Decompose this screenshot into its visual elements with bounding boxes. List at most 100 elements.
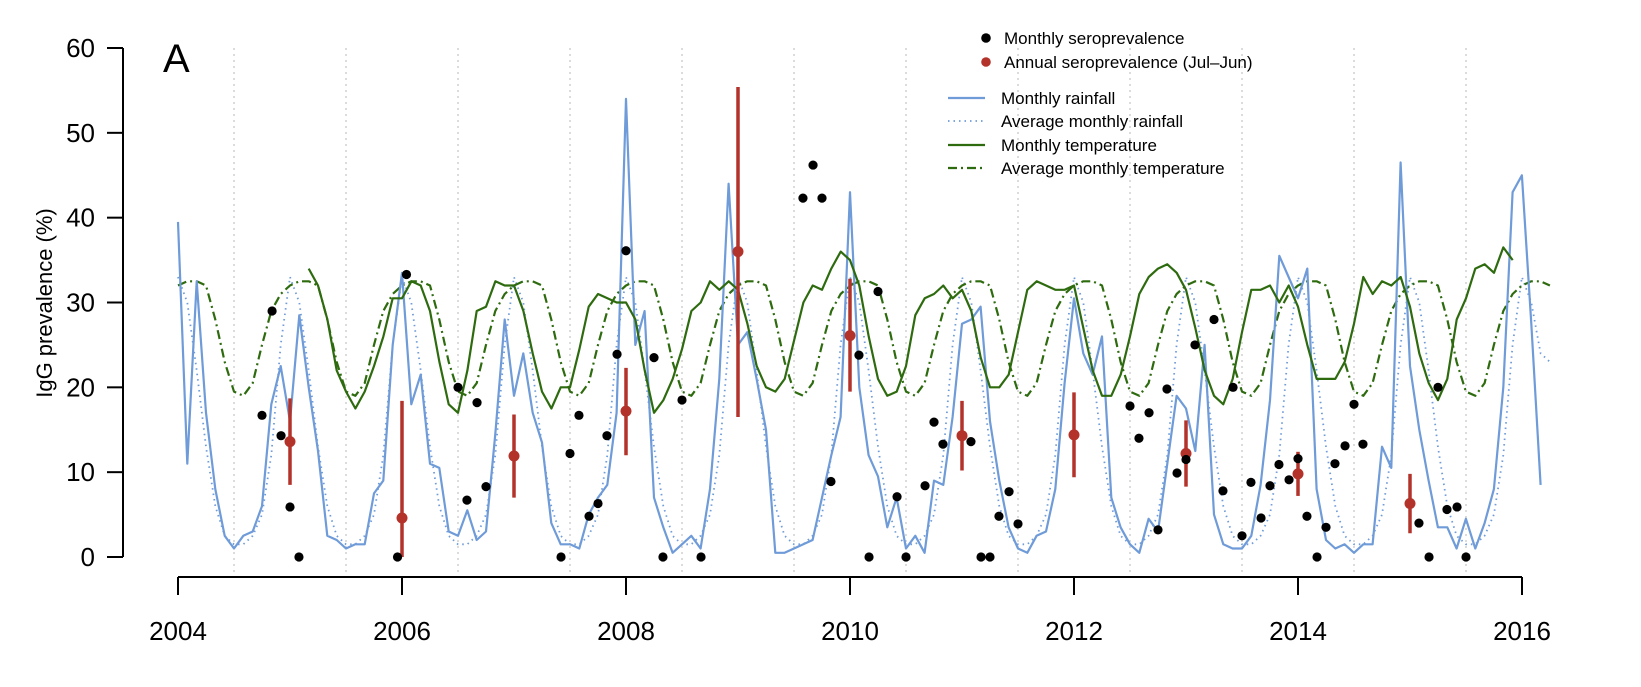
monthly-point [481,481,491,492]
monthly-point [602,431,612,441]
monthly-point [621,246,631,256]
monthly-point [1433,382,1443,392]
monthly-point [1414,518,1424,528]
annual-point [508,450,520,462]
monthly-point [808,160,818,170]
monthly-point [1181,454,1191,465]
x-tick-label: 2012 [1045,616,1103,646]
monthly-point [1134,433,1144,443]
monthly-point [854,350,864,360]
monthly-point [892,492,902,502]
monthly-point [453,382,463,392]
legend-label: Average monthly temperature [1001,159,1225,178]
monthly-point [584,511,594,521]
series-line-monthly-rainfall [176,97,1542,554]
monthly-point [1172,468,1182,478]
monthly-point [593,498,603,509]
monthly-point [1349,399,1359,409]
monthly-point [677,395,687,405]
monthly-point [565,448,575,459]
monthly-point [1293,453,1303,464]
y-tick-label: 10 [66,457,95,487]
monthly-point [1004,487,1014,497]
monthly-point [994,511,1004,521]
monthly-point [1302,511,1312,521]
annual-point [284,436,296,448]
monthly-point [267,306,277,316]
monthly-point [401,269,412,280]
annual-point [1068,429,1080,441]
legend-label: Monthly rainfall [1001,89,1115,108]
monthly-point [826,476,836,487]
y-tick-label: 0 [81,542,95,572]
panel-label: A [163,37,190,81]
monthly-point [392,552,403,562]
monthly-point [1461,552,1471,562]
monthly-point [462,495,472,505]
monthly-point [257,410,267,420]
monthly-point [1228,382,1238,392]
monthly-point [920,481,930,491]
y-tick-label: 20 [66,372,95,402]
y-tick-label: 50 [66,118,95,148]
monthly-point [976,552,986,562]
x-tick-label: 2014 [1269,616,1327,646]
series-line-monthly-temperature [307,246,1514,414]
x-tick-label: 2008 [597,616,655,646]
monthly-point [285,502,295,512]
legend-label: Monthly temperature [1001,136,1157,155]
monthly-point [574,410,584,420]
monthly-point [1013,519,1023,529]
annual-point [1292,468,1304,480]
monthly-point [1284,475,1294,485]
monthly-point [966,437,976,447]
monthly-point [1190,340,1200,350]
monthly-point [985,552,995,562]
x-tick-label: 2016 [1493,616,1551,646]
monthly-point [556,552,566,562]
monthly-point [1424,552,1434,562]
legend: Monthly seroprevalence Annual seroprevale… [948,29,1253,178]
monthly-point [1256,513,1266,523]
monthly-point [1144,408,1154,418]
legend-symbol [981,33,991,43]
series-layer [176,97,1551,554]
annual-point [844,330,856,342]
legend-label: Average monthly rainfall [1001,112,1183,131]
series-line-average-monthly-rainfall [177,276,1551,546]
legend-label: Monthly seroprevalence [1004,29,1184,48]
monthly-point [658,552,668,562]
monthly-point [276,431,286,441]
monthly-point [1237,531,1247,541]
annual-point [732,246,744,258]
x-tick-label: 2010 [821,616,879,646]
monthly-point [817,193,827,203]
monthly-point [1312,552,1322,562]
monthly-point [1274,459,1284,470]
y-axis-title: IgG prevalence (%) [32,208,57,398]
monthly-point [938,439,948,449]
year-gridlines [233,48,1467,575]
series-line-average-monthly-temperature [177,280,1551,397]
monthly-point [798,193,808,203]
monthly-point [649,353,659,363]
monthly-point [864,552,874,562]
monthly-point [1340,441,1350,451]
monthly-point [1246,477,1256,487]
monthly-point [1218,486,1228,496]
monthly-point [901,552,911,562]
monthly-point [1125,401,1135,411]
monthly-point [612,349,622,359]
monthly-point [873,286,883,297]
monthly-point [1153,525,1163,535]
monthly-point [696,552,706,562]
y-tick-label: 40 [66,203,95,233]
legend-label: Annual seroprevalence (Jul–Jun) [1004,53,1253,72]
monthly-point [1265,481,1275,491]
points-layer [257,87,1471,562]
monthly-point [1452,502,1462,512]
annual-point [396,512,408,524]
monthly-point [1209,314,1219,325]
monthly-point [1162,384,1172,394]
